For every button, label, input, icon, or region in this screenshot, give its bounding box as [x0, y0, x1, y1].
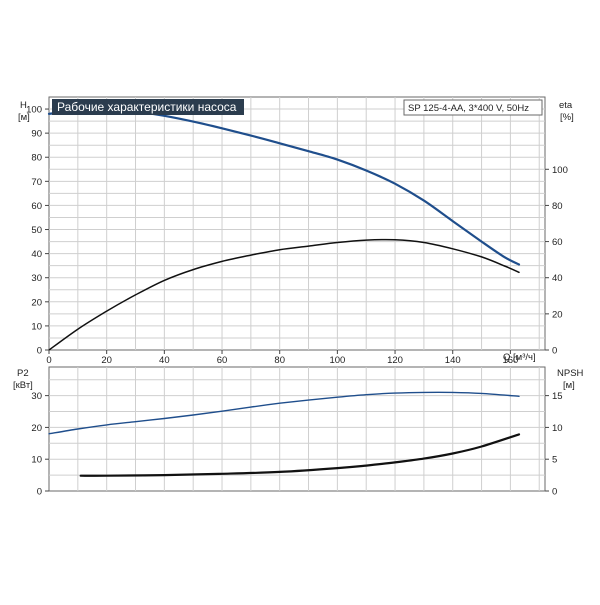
chart-title: Рабочие характеристики насоса	[57, 100, 237, 114]
npsh-axis-label: NPSH	[557, 368, 584, 379]
power-axis-ticks: 0 10 20 30	[31, 391, 49, 498]
power-curve	[48, 391, 520, 435]
power-tick-label: 30	[31, 391, 42, 402]
npsh-tick-label: 15	[552, 391, 563, 402]
head-axis-label: H	[20, 100, 27, 111]
head-tick-label: 30	[31, 273, 42, 284]
efficiency-tick-label: 0	[552, 346, 557, 357]
flow-tick-label: 60	[217, 355, 228, 366]
head-efficiency-chart: 0 10 20 30 40 50 60 70 80 90 100 0 20 40 60 80 100 0 20 4…	[18, 96, 574, 366]
npsh-curve	[79, 433, 521, 477]
flow-tick-label: 100	[329, 355, 345, 366]
head-tick-label: 70	[31, 177, 42, 188]
head-tick-label: 50	[31, 225, 42, 236]
flow-tick-label: 80	[274, 355, 285, 366]
head-tick-label: 60	[31, 201, 42, 212]
head-tick-label: 20	[31, 297, 42, 308]
flow-tick-label: 40	[159, 355, 170, 366]
npsh-tick-label: 10	[552, 423, 563, 434]
efficiency-axis-ticks: 0 20 40 60 80 100	[545, 165, 568, 357]
power-plot-frame	[48, 366, 546, 492]
npsh-axis-ticks: 0 5 10 15	[545, 391, 563, 498]
power-tick-label: 10	[31, 455, 42, 466]
head-tick-label: 10	[31, 321, 42, 332]
head-tick-label: 90	[31, 129, 42, 140]
head-tick-label: 0	[37, 346, 42, 357]
head-axis-ticks: 0 10 20 30 40 50 60 70 80 90 100	[26, 105, 49, 357]
flow-tick-label: 160	[502, 355, 518, 366]
efficiency-tick-label: 100	[552, 165, 568, 176]
npsh-tick-label: 0	[552, 487, 557, 498]
power-tick-label: 0	[37, 487, 42, 498]
power-axis-label: P2	[17, 368, 29, 379]
efficiency-tick-label: 20	[552, 309, 563, 320]
power-axis-unit: [кВт]	[13, 380, 33, 391]
power-plot-curves	[48, 391, 521, 477]
chart-title-box	[52, 99, 244, 115]
flow-tick-label: 0	[46, 355, 51, 366]
model-label-box	[403, 99, 543, 116]
head-axis-unit: [м]	[18, 112, 30, 123]
efficiency-axis-label: eta	[559, 100, 573, 111]
efficiency-tick-label: 80	[552, 201, 563, 212]
head-tick-label: 80	[31, 153, 42, 164]
power-tick-label: 20	[31, 423, 42, 434]
model-label: SP 125-4-AA, 3*400 V, 50Hz	[408, 103, 529, 114]
head-tick-label: 100	[26, 105, 42, 116]
head-plot-frame	[48, 96, 546, 351]
efficiency-axis-unit: [%]	[560, 112, 574, 123]
npsh-axis-unit: [м]	[563, 380, 575, 391]
flow-tick-label: 120	[387, 355, 403, 366]
head-plot-grid	[49, 97, 545, 350]
flow-axis-ticks: 0 20 40 60 80 100 120 140 160	[46, 350, 518, 366]
flow-tick-label: 20	[101, 355, 112, 366]
efficiency-tick-label: 40	[552, 273, 563, 284]
efficiency-curve	[48, 238, 520, 351]
flow-axis-label: Q [м³/ч]	[503, 352, 536, 363]
flow-tick-label: 140	[445, 355, 461, 366]
power-npsh-chart: 0 10 20 30 0 5 10 15 P2 [кВт] NPSH [м]	[13, 366, 584, 498]
head-tick-label: 40	[31, 249, 42, 260]
efficiency-tick-label: 60	[552, 237, 563, 248]
npsh-tick-label: 5	[552, 455, 557, 466]
